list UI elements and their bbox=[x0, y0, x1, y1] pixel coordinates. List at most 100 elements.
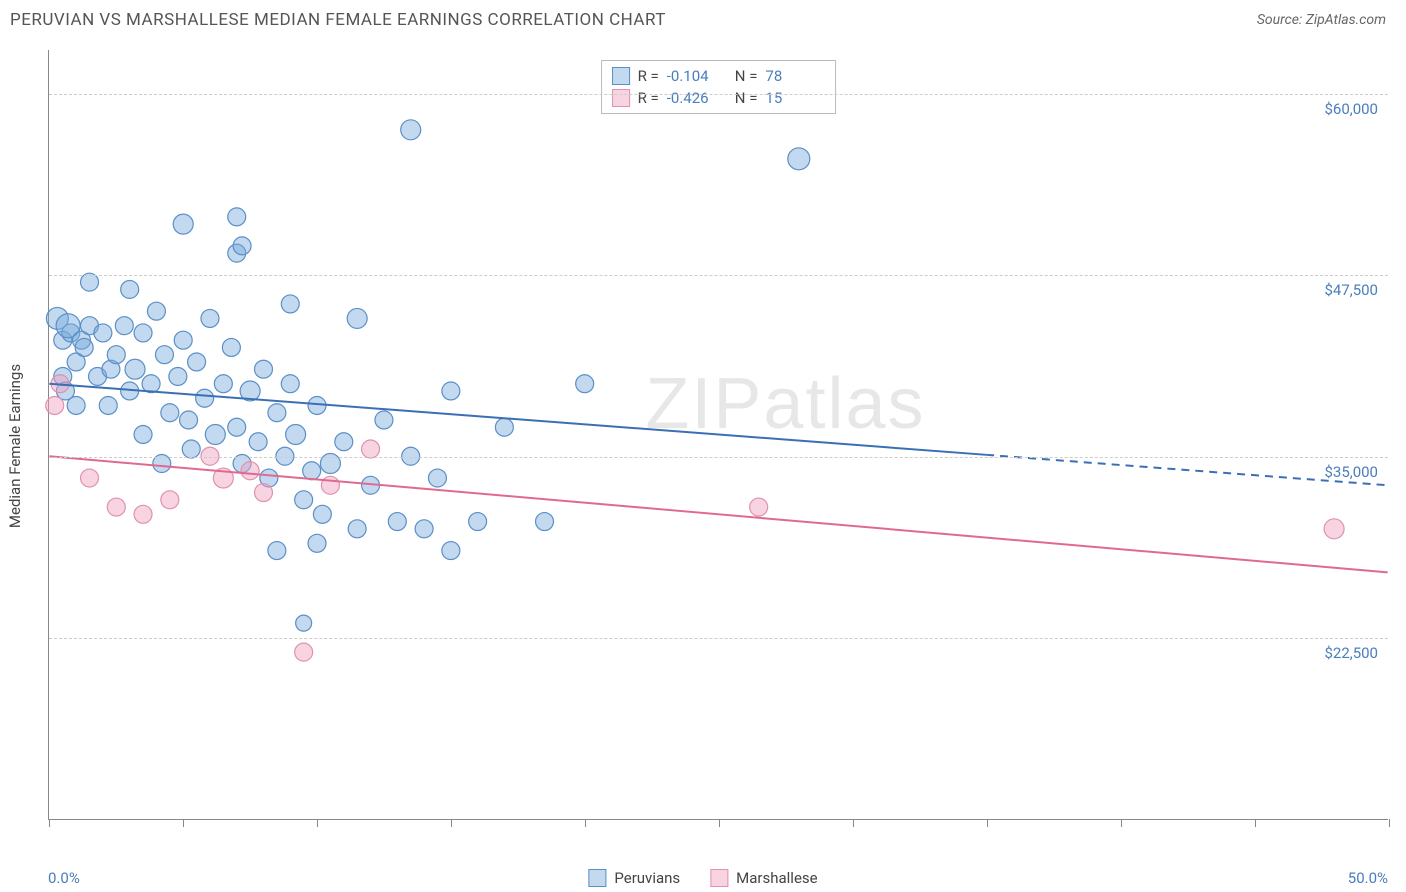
data-point-peruvians bbox=[228, 418, 246, 436]
data-point-peruvians bbox=[173, 214, 193, 234]
data-point-peruvians bbox=[169, 367, 187, 385]
data-point-marshallese bbox=[134, 505, 152, 523]
y-tick-label: $35,000 bbox=[1324, 463, 1378, 481]
data-point-peruvians bbox=[214, 375, 232, 393]
data-point-peruvians bbox=[442, 382, 460, 400]
data-point-peruvians bbox=[335, 433, 353, 451]
data-point-peruvians bbox=[401, 120, 421, 140]
data-point-peruvians bbox=[205, 425, 225, 445]
data-point-peruvians bbox=[222, 338, 240, 356]
x-axis-max-label: 50.0% bbox=[1348, 869, 1388, 887]
data-point-peruvians bbox=[268, 542, 286, 560]
data-point-marshallese bbox=[362, 440, 380, 458]
header: PERUVIAN VS MARSHALLESE MEDIAN FEMALE EA… bbox=[0, 0, 1406, 35]
x-tick bbox=[719, 819, 720, 827]
legend-item-peruvians: Peruvians bbox=[588, 869, 680, 887]
data-point-peruvians bbox=[428, 469, 446, 487]
x-axis-min-label: 0.0% bbox=[48, 869, 80, 887]
data-point-peruvians bbox=[347, 308, 367, 328]
data-point-peruvians bbox=[174, 331, 192, 349]
y-tick-label: $60,000 bbox=[1324, 100, 1378, 118]
y-tick-label: $47,500 bbox=[1324, 281, 1378, 299]
bottom-legend: Peruvians Marshallese bbox=[588, 869, 817, 887]
data-point-peruvians bbox=[121, 280, 139, 298]
stats-n-value-peruvians: 78 bbox=[765, 67, 825, 85]
data-point-marshallese bbox=[241, 462, 259, 480]
data-point-peruvians bbox=[180, 411, 198, 429]
chart-title: PERUVIAN VS MARSHALLESE MEDIAN FEMALE EA… bbox=[10, 10, 666, 30]
data-point-peruvians bbox=[268, 404, 286, 422]
x-tick bbox=[853, 819, 854, 827]
x-tick bbox=[987, 819, 988, 827]
x-tick bbox=[183, 819, 184, 827]
stats-n-value-marshallese: 15 bbox=[765, 89, 825, 107]
y-tick-label: $22,500 bbox=[1324, 644, 1378, 662]
data-point-peruvians bbox=[308, 534, 326, 552]
data-point-peruvians bbox=[469, 513, 487, 531]
grid-line bbox=[49, 638, 1388, 639]
stats-n-label: N = bbox=[735, 89, 758, 107]
source-attribution: Source: ZipAtlas.com bbox=[1257, 12, 1386, 28]
plot-svg bbox=[49, 50, 1388, 819]
data-point-peruvians bbox=[125, 359, 145, 379]
data-point-marshallese bbox=[1324, 519, 1344, 539]
x-tick bbox=[451, 819, 452, 827]
x-tick bbox=[317, 819, 318, 827]
data-point-peruvians bbox=[442, 542, 460, 560]
legend-swatch-peruvians bbox=[588, 869, 606, 887]
x-tick bbox=[1389, 819, 1390, 827]
data-point-peruvians bbox=[255, 360, 273, 378]
data-point-peruvians bbox=[281, 375, 299, 393]
data-point-peruvians bbox=[75, 338, 93, 356]
data-point-peruvians bbox=[155, 346, 173, 364]
chart-container: PERUVIAN VS MARSHALLESE MEDIAN FEMALE EA… bbox=[0, 0, 1406, 892]
data-point-peruvians bbox=[228, 208, 246, 226]
data-point-peruvians bbox=[303, 462, 321, 480]
regression-line-marshallese bbox=[49, 456, 1387, 572]
data-point-peruvians bbox=[67, 396, 85, 414]
data-point-peruvians bbox=[388, 513, 406, 531]
data-point-peruvians bbox=[201, 309, 219, 327]
data-point-peruvians bbox=[188, 353, 206, 371]
x-tick bbox=[1255, 819, 1256, 827]
y-axis-label: Median Female Earnings bbox=[6, 364, 24, 528]
data-point-marshallese bbox=[750, 498, 768, 516]
data-point-marshallese bbox=[321, 476, 339, 494]
data-point-peruvians bbox=[94, 324, 112, 342]
x-tick bbox=[585, 819, 586, 827]
plot-area: ZIPatlas R = -0.104 N = 78 R = -0.426 N … bbox=[48, 50, 1388, 820]
data-point-peruvians bbox=[134, 324, 152, 342]
stats-r-label: R = bbox=[638, 67, 659, 85]
grid-line bbox=[49, 275, 1388, 276]
stats-swatch-marshallese bbox=[612, 89, 630, 107]
stats-r-value-marshallese: -0.426 bbox=[667, 89, 727, 107]
stats-swatch-peruvians bbox=[612, 67, 630, 85]
data-point-peruvians bbox=[281, 295, 299, 313]
grid-line bbox=[49, 94, 1388, 95]
data-point-marshallese bbox=[161, 491, 179, 509]
stats-legend-box: R = -0.104 N = 78 R = -0.426 N = 15 bbox=[601, 60, 837, 114]
legend-item-marshallese: Marshallese bbox=[710, 869, 817, 887]
data-point-peruvians bbox=[249, 433, 267, 451]
data-point-peruvians bbox=[788, 148, 810, 170]
legend-swatch-marshallese bbox=[710, 869, 728, 887]
x-tick bbox=[1121, 819, 1122, 827]
data-point-marshallese bbox=[255, 484, 273, 502]
data-point-peruvians bbox=[296, 615, 312, 631]
data-point-peruvians bbox=[295, 491, 313, 509]
data-point-peruvians bbox=[115, 317, 133, 335]
data-point-peruvians bbox=[99, 396, 117, 414]
stats-n-label: N = bbox=[735, 67, 758, 85]
data-point-peruvians bbox=[107, 346, 125, 364]
data-point-peruvians bbox=[134, 426, 152, 444]
grid-line bbox=[49, 457, 1388, 458]
legend-label-marshallese: Marshallese bbox=[736, 869, 817, 887]
data-point-peruvians bbox=[415, 520, 433, 538]
stats-row-peruvians: R = -0.104 N = 78 bbox=[612, 65, 826, 87]
data-point-peruvians bbox=[495, 418, 513, 436]
data-point-peruvians bbox=[348, 520, 366, 538]
data-point-peruvians bbox=[536, 513, 554, 531]
x-tick bbox=[49, 819, 50, 827]
legend-label-peruvians: Peruvians bbox=[614, 869, 680, 887]
data-point-peruvians bbox=[576, 375, 594, 393]
